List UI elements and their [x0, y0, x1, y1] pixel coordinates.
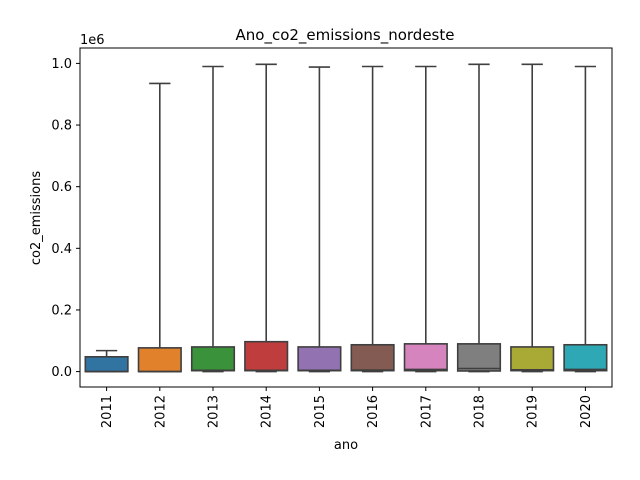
box-2017 [403, 65, 448, 373]
plot-frame [79, 47, 613, 388]
box-body [350, 343, 395, 372]
x-tick-label: 2017 [419, 395, 434, 428]
x-tick-label: 2011 [100, 395, 115, 428]
x-tick-label: 2020 [579, 395, 594, 428]
x-tick-label: 2015 [313, 395, 328, 428]
y-tick-label: 0.2 [51, 303, 72, 318]
y-tick-label: 0.4 [51, 242, 72, 257]
x-tick-label: 2014 [260, 395, 275, 428]
box-2019 [510, 63, 555, 373]
y-axis-ticks: 0.0 0.2 0.4 0.6 0.8 1.0 [51, 57, 80, 380]
box-body [456, 343, 502, 372]
box-body [563, 343, 608, 372]
box-2015 [297, 66, 342, 373]
y-tick-label: 0.0 [51, 365, 72, 380]
box-plot-series [84, 63, 608, 373]
y-tick-label: 0.6 [51, 180, 72, 195]
box-body [244, 340, 289, 372]
chart-title: Ano_co2_emissions_nordeste [236, 26, 455, 45]
x-tick-label: 2019 [526, 395, 541, 428]
box-body [403, 343, 448, 372]
plot-area [80, 48, 612, 387]
box-body [190, 346, 236, 372]
box-2013 [190, 65, 236, 373]
box-2018 [456, 63, 502, 373]
x-tick-label: 2012 [153, 395, 168, 428]
y-tick-label: 0.8 [51, 119, 72, 134]
box-body [297, 346, 342, 372]
y-axis-scale-label: 1e6 [80, 33, 105, 48]
box-2012 [137, 82, 182, 373]
x-tick-label: 2013 [207, 395, 222, 428]
y-tick-label: 1.0 [51, 57, 72, 72]
x-axis-label: ano [334, 438, 358, 453]
box-2016 [350, 65, 395, 373]
box-body [84, 355, 129, 373]
box-body [137, 347, 182, 373]
box-2014 [244, 63, 289, 373]
box-2020 [563, 65, 608, 373]
box-2011 [84, 349, 129, 373]
x-tick-label: 2016 [366, 395, 381, 428]
y-axis-label: co2_emissions [29, 171, 44, 265]
x-tick-label: 2018 [473, 395, 488, 428]
x-axis-ticks: 2011 2012 2013 2014 2015 2016 2017 2018 2019 2020 [100, 387, 594, 428]
box-body [510, 346, 555, 372]
